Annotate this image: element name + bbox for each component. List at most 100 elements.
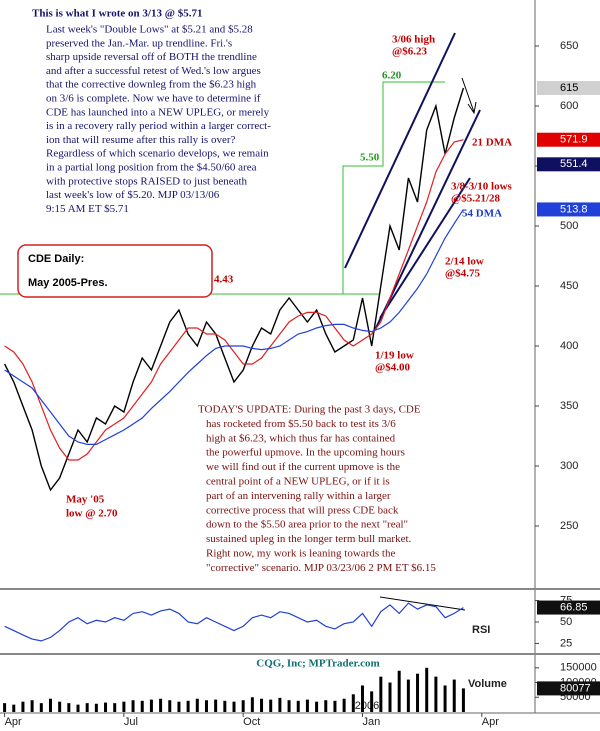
volume-bar (260, 698, 264, 712)
arrow (461, 77, 475, 113)
volume-bar (241, 700, 245, 712)
x-tick-label: Oct (243, 716, 260, 728)
value-marker-label: 615 (560, 82, 578, 94)
note: May '05 (66, 494, 105, 506)
year-label: 2006 (355, 700, 379, 712)
y-tick-label: 25 (560, 637, 572, 649)
volume-bar (39, 703, 43, 712)
commentary-line: and after a successful retest of Wed.'s … (46, 65, 261, 77)
y-tick-label: 150000 (560, 662, 597, 674)
label-box-text: May 2005-Pres. (28, 277, 108, 289)
note: 3/8-3/10 lows (451, 181, 513, 193)
volume-bar (278, 697, 282, 712)
value-marker-label: 571.9 (560, 134, 588, 146)
volume-bar (204, 700, 208, 712)
series-label: 21 DMA (472, 137, 512, 149)
layout (0, 0, 600, 714)
volume-bar (58, 701, 62, 712)
note: low @ 2.70 (66, 508, 118, 520)
value-marker (537, 157, 600, 172)
panel-title: Volume (468, 678, 507, 690)
commentary-line: 9:15 AM ET $5.71 (46, 203, 129, 215)
x-tick-label: Jul (124, 716, 138, 728)
update-line: central point of a NEW UPLEG, or if it i… (206, 476, 390, 488)
update-line: the powerful upmove. In the upcoming hou… (206, 447, 405, 459)
update-line: sustained upleg in the longer term bull … (206, 533, 412, 545)
note: 1/19 low (375, 350, 414, 362)
x-tick-label: Apr (482, 716, 499, 728)
series-line (4, 139, 464, 461)
trendline (344, 32, 456, 269)
value-marker (537, 81, 600, 95)
update-line: has rocketed from $5.50 back to test its… (206, 418, 396, 430)
volume-bar (351, 694, 355, 712)
rsi-trendline (379, 596, 466, 611)
volume-bar (269, 699, 273, 712)
update-line: TODAY'S UPDATE: During the past 3 days, … (198, 404, 421, 416)
panel-title: RSI (472, 624, 490, 636)
step-line (342, 81, 445, 294)
series-label: 54 DMA (462, 208, 502, 220)
volume-bar (324, 700, 328, 712)
note: 2/14 low (445, 256, 484, 268)
y-tick-label: 500 (560, 220, 578, 232)
commentary-line: that the corrective downleg from the $6.… (46, 79, 257, 91)
volume-bar (104, 702, 108, 712)
y-tick-label: 600 (560, 100, 578, 112)
volume-bar (434, 676, 438, 712)
volume-bar (177, 701, 181, 712)
note: 4.43 (214, 274, 234, 286)
label-box-text: CDE Daily: (28, 253, 84, 265)
volume-bar (113, 703, 117, 712)
note: 6.20 (382, 70, 402, 82)
commentary-line: on 3/6 is complete. Now we have to deter… (46, 93, 261, 105)
volume-bar (223, 700, 227, 712)
update-line: "corrective" scenario. MJP 03/23/06 2 PM… (206, 562, 436, 574)
volume-bar (370, 691, 374, 712)
volume-bar (287, 700, 291, 712)
x-tick-label: Apr (5, 716, 22, 728)
volume-bar (443, 685, 447, 712)
volume-bar (140, 700, 144, 712)
volume-bar (195, 698, 199, 712)
series-line (4, 209, 464, 445)
series-line (3, 87, 465, 492)
volume-bar (416, 673, 420, 712)
note: @$4.00 (375, 362, 410, 374)
volume-bar (85, 703, 89, 712)
commentary-line: with protective stops RAISED to just ben… (46, 175, 248, 187)
value-marker (537, 681, 600, 696)
volume-bar (48, 698, 52, 712)
note: 3/06 high (392, 34, 435, 46)
update-line: corrective process that will press CDE b… (206, 504, 399, 516)
y-tick-label: 450 (560, 280, 578, 292)
value-marker-label: 551.4 (560, 158, 588, 170)
volume-bar (425, 667, 429, 712)
series-line (4, 602, 464, 642)
volume-bar (250, 697, 254, 712)
volume-bar (3, 703, 7, 712)
volume-bar (452, 679, 456, 712)
volume-bar (159, 698, 163, 712)
y-tick-label: 50 (560, 616, 572, 628)
volume-bar (21, 701, 25, 712)
x-tick-label: Jan (362, 716, 380, 728)
commentary-line: in a partial long position from the $4.5… (46, 162, 257, 174)
note: 5.50 (360, 152, 380, 164)
note: @$6.23 (392, 46, 427, 58)
volume-bar (76, 704, 80, 712)
volume-bar (186, 700, 190, 712)
label-box (17, 244, 213, 298)
commentary-line: preserved the Jan.-Mar. up trendline. Fr… (46, 37, 232, 49)
volume-bar (122, 701, 126, 712)
volume-bar (168, 700, 172, 712)
volume-bar (214, 699, 218, 712)
update-line: we will find out if the current upmove i… (206, 461, 400, 473)
volume-bar (131, 700, 135, 712)
y-tick-label: 250 (560, 520, 578, 532)
value-marker-label: 513.8 (560, 203, 588, 215)
volume-bar (94, 703, 98, 712)
trendline (379, 177, 471, 319)
